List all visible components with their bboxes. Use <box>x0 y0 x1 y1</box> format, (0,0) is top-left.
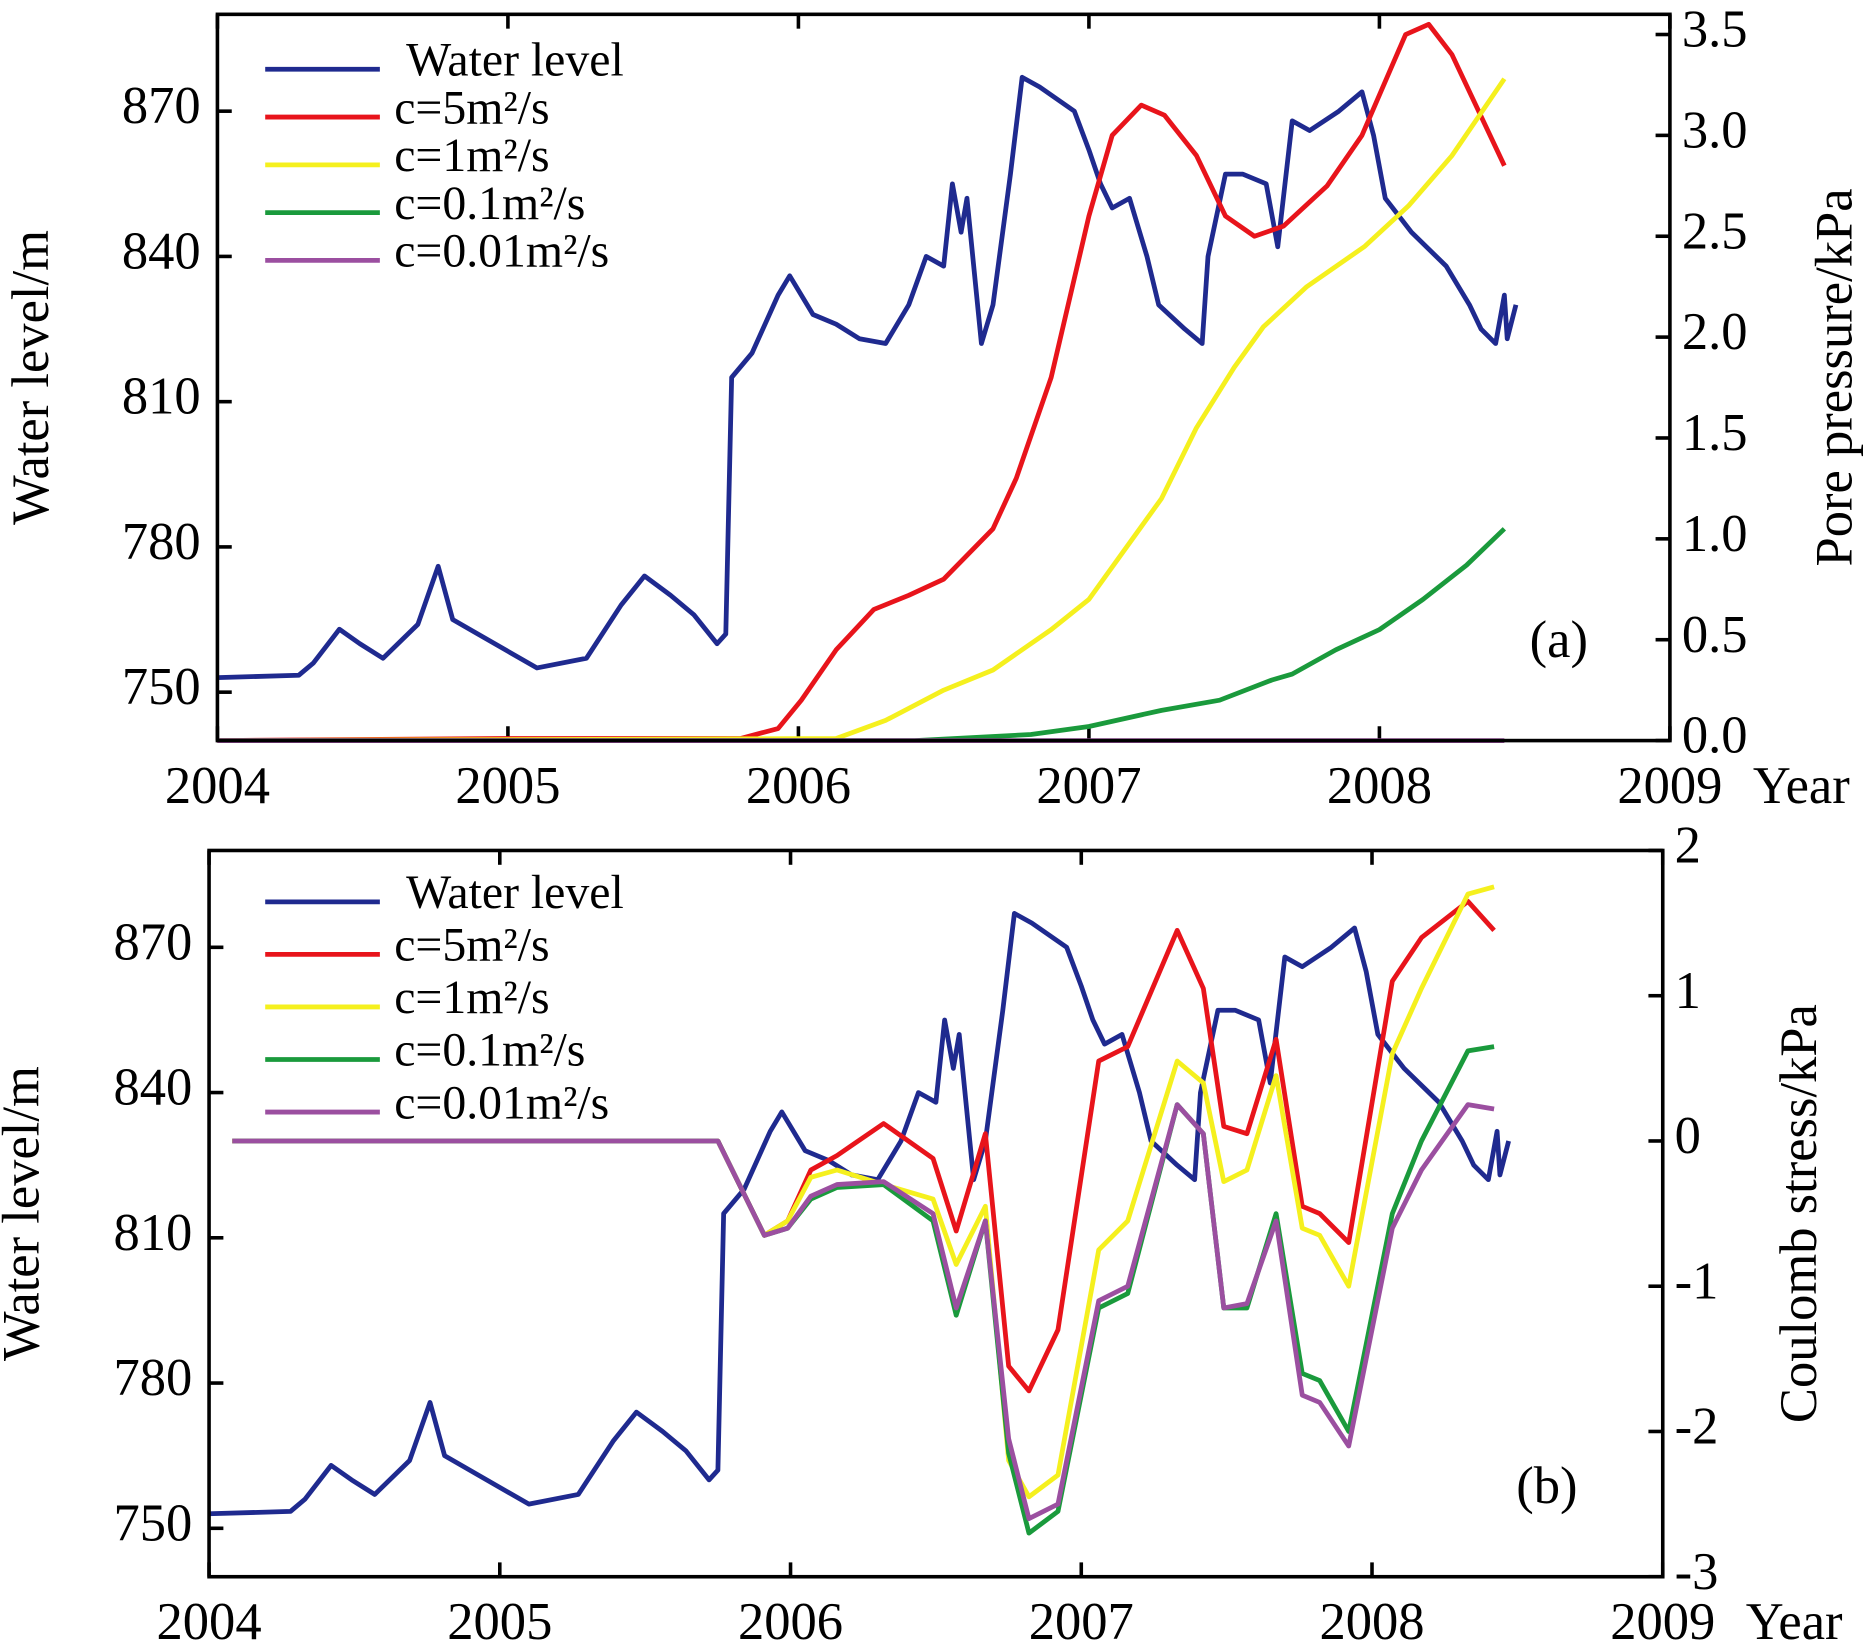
x-tick-label: 2009 <box>1610 1593 1715 1646</box>
x-tick-label: 2005 <box>447 1593 552 1646</box>
x-tick-label: 2005 <box>455 757 560 815</box>
x-tick-label: 2006 <box>738 1593 843 1646</box>
y2-tick-label: 0 <box>1675 1107 1701 1165</box>
x-tick-label: 2008 <box>1327 757 1432 815</box>
legend-label: c=0.01m²/s <box>394 225 609 278</box>
y2-tick-label: -1 <box>1675 1252 1719 1310</box>
y-axis-label: Water level/m <box>2 230 60 525</box>
y2-tick-label: 1.5 <box>1682 404 1748 462</box>
y2-axis-label: Pore pressure/kPa <box>1806 188 1864 566</box>
legend-label: c=0.1m²/s <box>394 1024 585 1077</box>
legend-label: c=5m²/s <box>394 81 549 134</box>
series-line <box>232 898 1496 1394</box>
y-tick-label: 840 <box>114 1059 193 1117</box>
y2-tick-label: -3 <box>1675 1543 1719 1601</box>
y-tick-label: 750 <box>114 1494 193 1552</box>
x-tick-label: 2004 <box>165 757 270 815</box>
y2-tick-label: 0.0 <box>1682 707 1748 765</box>
y2-tick-label: 2.5 <box>1682 202 1748 260</box>
series-line <box>217 74 1519 681</box>
series-line <box>217 77 1507 743</box>
y-tick-label: 870 <box>114 913 193 971</box>
x-tick-label: 2007 <box>1036 757 1141 815</box>
y-tick-label: 750 <box>122 658 201 716</box>
y-tick-label: 780 <box>114 1349 193 1407</box>
y2-tick-label: 1 <box>1675 962 1701 1020</box>
legend-label: c=1m²/s <box>394 129 549 182</box>
y2-tick-label: -2 <box>1675 1398 1719 1456</box>
y2-tick-label: 1.0 <box>1682 505 1748 563</box>
legend-label: Water level <box>406 33 624 86</box>
legend-label: c=0.1m²/s <box>394 177 585 230</box>
y2-tick-label: 2.0 <box>1682 303 1748 361</box>
y-axis-label: Water level/m <box>0 1066 50 1361</box>
y-tick-label: 810 <box>122 368 201 426</box>
y-tick-label: 810 <box>114 1204 193 1262</box>
x-tick-label: 2007 <box>1029 1593 1134 1646</box>
legend-label: c=5m²/s <box>394 919 549 972</box>
annotation: (b) <box>1516 1457 1577 1515</box>
y-tick-label: 870 <box>122 77 201 135</box>
series-line <box>232 884 1495 1500</box>
annotation: (a) <box>1530 611 1588 669</box>
x-axis-label: Year <box>1753 757 1850 815</box>
y2-axis-label: Coulomb stress/kPa <box>1770 1004 1828 1423</box>
legend-label: c=1m²/s <box>394 971 549 1024</box>
plot-frame <box>207 848 1665 1579</box>
x-axis-label: Year <box>1746 1593 1843 1646</box>
legend-label: c=0.01m²/s <box>394 1076 609 1129</box>
x-tick-label: 2009 <box>1617 757 1722 815</box>
y2-tick-label: 3.5 <box>1682 1 1748 59</box>
y2-tick-label: 0.5 <box>1682 606 1748 664</box>
x-tick-label: 2004 <box>157 1593 262 1646</box>
legend-label: Water level <box>406 866 624 919</box>
x-tick-label: 2006 <box>746 757 851 815</box>
plot-frame <box>215 12 1672 743</box>
series-line <box>217 527 1507 743</box>
series-line <box>217 21 1507 743</box>
y-tick-label: 780 <box>122 513 201 571</box>
series-line <box>232 1102 1495 1522</box>
y-tick-label: 840 <box>122 222 201 280</box>
y2-tick-label: 2 <box>1675 817 1701 875</box>
y2-tick-label: 3.0 <box>1682 101 1748 159</box>
x-tick-label: 2008 <box>1319 1593 1424 1646</box>
